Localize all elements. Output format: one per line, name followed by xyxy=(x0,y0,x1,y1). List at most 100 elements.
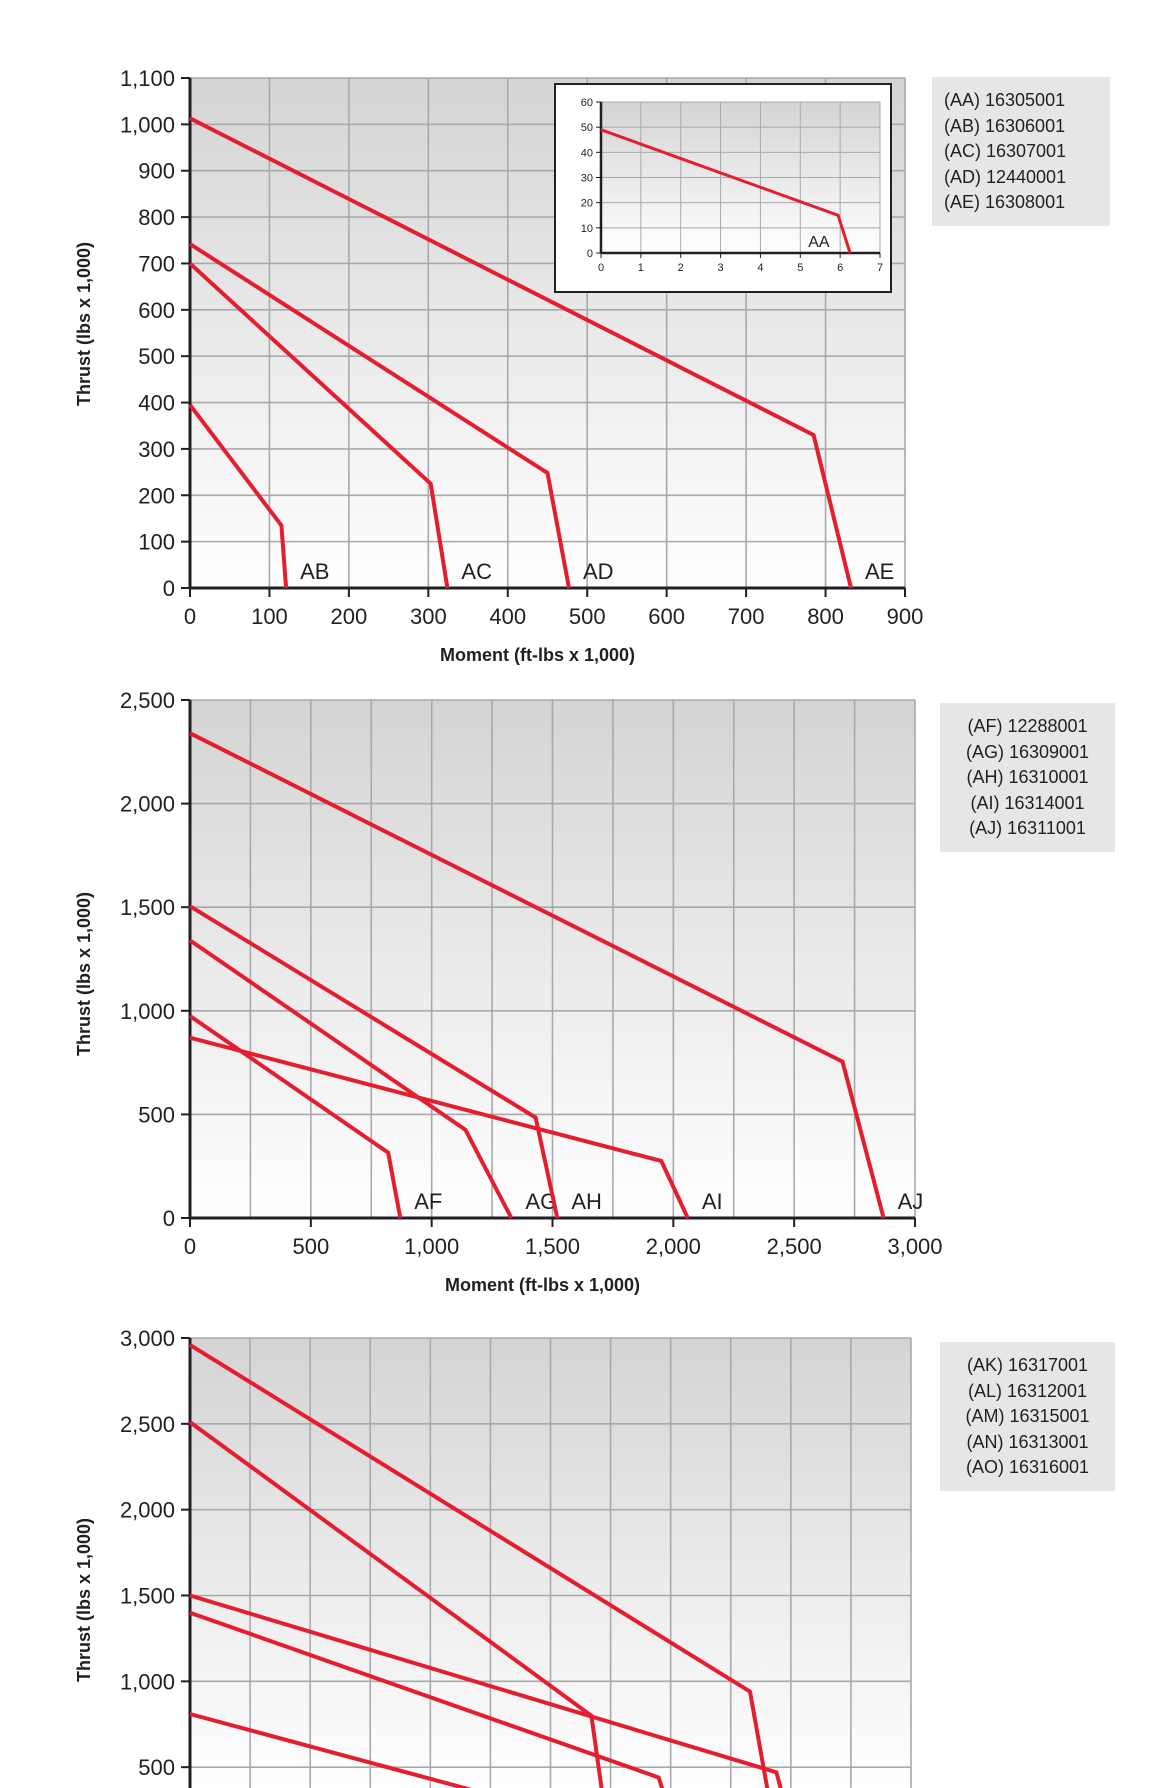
curve-label: AD xyxy=(583,559,614,584)
y-axis-title: Thrust (lbs x 1,000) xyxy=(74,892,94,1056)
inset-x-tick-label: 4 xyxy=(757,262,763,274)
legend-entry: (AN) 16313001 xyxy=(966,1431,1089,1452)
inset-y-tick-label: 30 xyxy=(581,173,593,185)
legend-entry: (AH) 16310001 xyxy=(966,767,1089,787)
x-tick-label: 200 xyxy=(331,604,368,629)
legend-entry: (AM) 16315001 xyxy=(965,1406,1090,1426)
series-line-ae xyxy=(189,116,853,589)
y-tick-label: 1,000 xyxy=(120,112,175,137)
x-tick-label: 600 xyxy=(648,604,685,629)
series-line-ab xyxy=(188,403,289,589)
legend-entry: (AI) 16314001 xyxy=(970,792,1085,813)
series-line-aj xyxy=(189,731,886,1219)
x-tick-label: 0 xyxy=(184,604,196,629)
y-tick-label: 100 xyxy=(138,530,175,555)
x-axis-title: Moment (ft-lbs x 1,000) xyxy=(440,645,635,665)
legend-entry: (AL) 16312001 xyxy=(967,1380,1088,1401)
x-tick-label: 1,000 xyxy=(404,1234,459,1259)
legend-3: (AK) 16317001 (AL) 16312001 (AM) 1631500… xyxy=(940,1342,1115,1491)
y-tick-label: 1,500 xyxy=(120,895,175,920)
x-tick-label: 0 xyxy=(184,1234,196,1259)
y-tick-label: 500 xyxy=(138,1755,175,1780)
inset-y-tick-label: 20 xyxy=(581,198,593,210)
y-axis-title: Thrust (lbs x 1,000) xyxy=(74,242,94,406)
y-tick-label: 1,000 xyxy=(120,999,175,1024)
y-tick-label: 900 xyxy=(138,159,175,184)
series-line xyxy=(189,1712,473,1788)
inset-y-tick-label: 0 xyxy=(587,248,593,260)
inset-y-tick-label: 10 xyxy=(581,223,593,235)
series-line xyxy=(189,1593,783,1788)
x-tick-label: 500 xyxy=(569,604,606,629)
y-tick-label: 500 xyxy=(138,1102,175,1127)
curve-label: AJ xyxy=(898,1189,924,1214)
y-tick-label: 800 xyxy=(138,205,175,230)
x-tick-label: 500 xyxy=(292,1234,329,1259)
y-tick-label: 500 xyxy=(138,344,175,369)
legend-entry: (AG) 16309001 xyxy=(965,741,1090,762)
inset-x-tick-label: 2 xyxy=(678,262,684,274)
x-tick-label: 1,500 xyxy=(525,1234,580,1259)
x-axis-title: Moment (ft-lbs x 1,000) xyxy=(445,1275,640,1295)
y-tick-label: 300 xyxy=(138,437,175,462)
legend-entry: (AE) 16308001 xyxy=(944,192,1066,212)
legend-entry: (AK) 16317001 xyxy=(966,1355,1089,1375)
curve-label: AF xyxy=(414,1189,442,1214)
inset-y-tick-label: 50 xyxy=(581,122,593,134)
series-line-ag xyxy=(188,938,514,1219)
legend-entry: (AC) 16307001 xyxy=(944,141,1067,161)
y-tick-label: 700 xyxy=(138,251,175,276)
inset-series-line-aa xyxy=(600,128,852,254)
x-tick-label: 3,000 xyxy=(887,1234,942,1259)
y-tick-label: 2,500 xyxy=(120,1412,175,1437)
series-line-af xyxy=(188,1014,403,1219)
curve-label: AB xyxy=(300,559,329,584)
x-tick-label: 900 xyxy=(887,604,924,629)
x-tick-label: 800 xyxy=(807,604,844,629)
y-tick-label: 1,100 xyxy=(120,66,175,91)
y-tick-label: 2,500 xyxy=(120,688,175,713)
inset-y-tick-label: 40 xyxy=(581,147,593,159)
y-tick-label: 1,500 xyxy=(120,1584,175,1609)
x-tick-label: 2,000 xyxy=(646,1234,701,1259)
y-tick-label: 200 xyxy=(138,483,175,508)
y-tick-label: 600 xyxy=(138,298,175,323)
series-line-ai xyxy=(189,1035,690,1219)
inset-x-tick-label: 1 xyxy=(638,262,644,274)
inset-curve-label: AA xyxy=(808,234,830,251)
series-line xyxy=(189,1610,665,1788)
x-tick-label: 300 xyxy=(410,604,447,629)
legend-entry: (AA) 16305001 xyxy=(944,90,1066,110)
legend-entry: (AF) 12288001 xyxy=(967,716,1088,736)
inset-x-tick-label: 7 xyxy=(877,262,883,274)
legend-entry: (AB) 16306001 xyxy=(944,115,1066,136)
curve-label: AC xyxy=(461,559,492,584)
inset-y-tick-label: 60 xyxy=(581,97,593,109)
legend-1: (AA) 16305001 (AB) 16306001 (AC) 1630700… xyxy=(932,77,1110,226)
curve-label: AE xyxy=(865,559,894,584)
y-tick-label: 3,000 xyxy=(120,1326,175,1351)
y-tick-label: 2,000 xyxy=(120,1498,175,1523)
series-line-ah xyxy=(188,904,560,1219)
y-tick-label: 1,000 xyxy=(120,1669,175,1694)
inset-x-tick-label: 3 xyxy=(718,262,724,274)
series-line-ac xyxy=(188,262,450,589)
x-tick-label: 400 xyxy=(489,604,526,629)
legend-2: (AF) 12288001 (AG) 16309001 (AH) 1631000… xyxy=(940,703,1115,852)
x-tick-label: 2,500 xyxy=(767,1234,822,1259)
y-axis-title: Thrust (lbs x 1,000) xyxy=(74,1518,94,1682)
series-line-ad xyxy=(188,242,571,589)
legend-entry: (AJ) 16311001 xyxy=(969,818,1086,838)
y-tick-label: 2,000 xyxy=(120,792,175,817)
inset-x-tick-label: 0 xyxy=(598,262,604,274)
y-tick-label: 0 xyxy=(163,1206,175,1231)
series-line xyxy=(188,1343,770,1788)
curve-label: AH xyxy=(571,1189,602,1214)
y-tick-label: 0 xyxy=(163,576,175,601)
x-tick-label: 700 xyxy=(728,604,765,629)
curve-label: AI xyxy=(702,1189,723,1214)
chart-3: 500 1,000 1,500 2,000 2,500 3,000 Thrust (lbs … xyxy=(74,1326,912,1788)
x-tick-label: 100 xyxy=(251,604,288,629)
